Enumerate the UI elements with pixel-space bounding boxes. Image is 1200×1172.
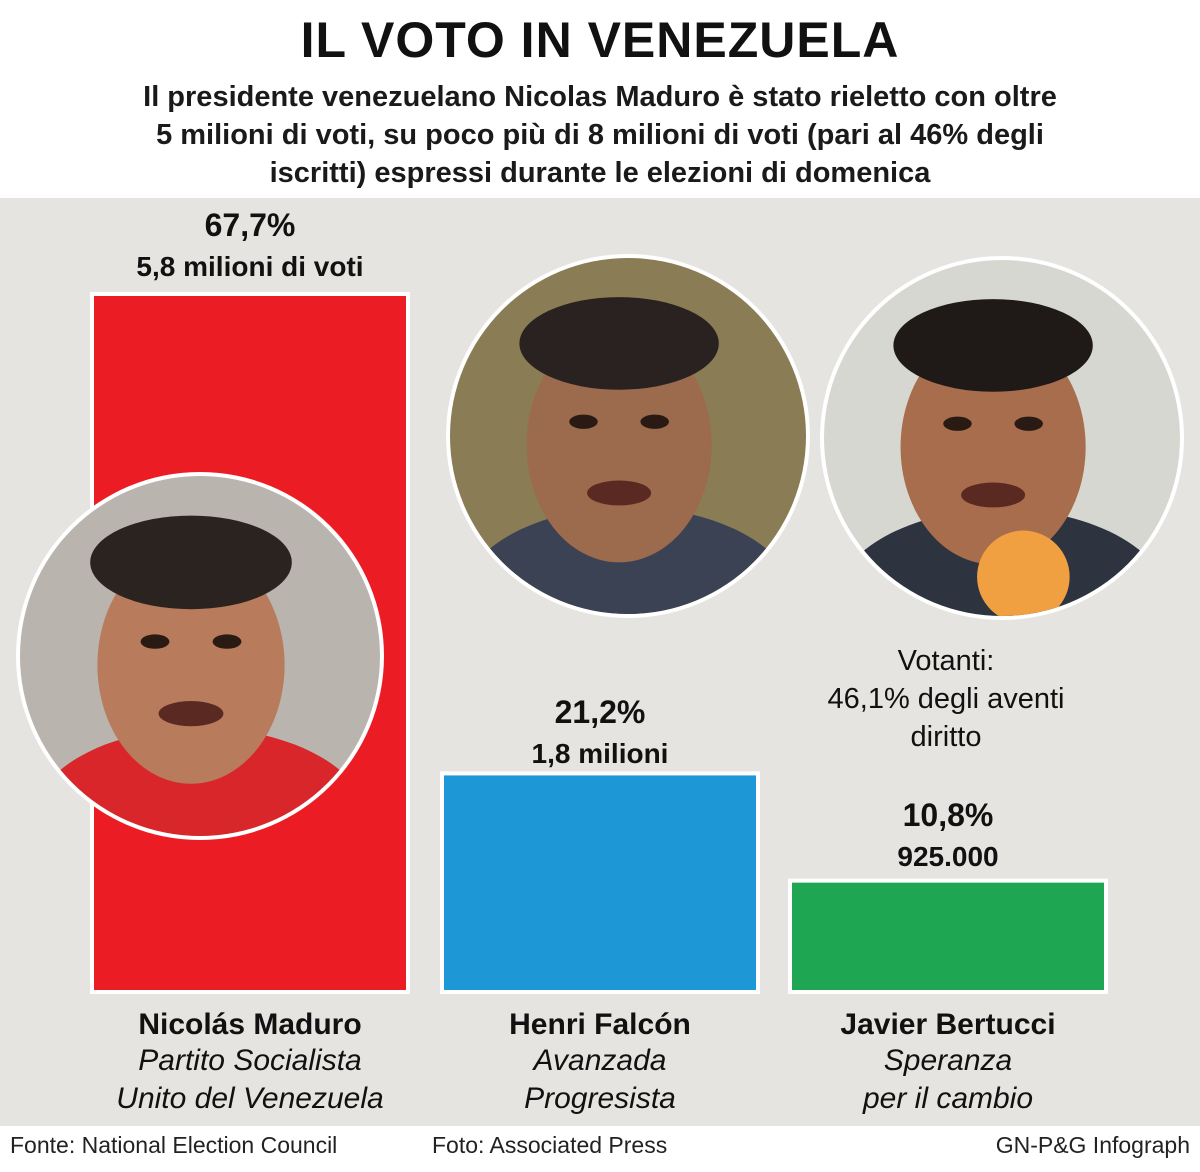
page-subtitle: Il presidente venezuelano Nicolas Maduro… xyxy=(40,78,1160,192)
infograph-credit: GN-P&G Infograph xyxy=(995,1132,1190,1158)
party-label-1-2: Unito del Venezuela xyxy=(116,1082,383,1115)
party-label-1-1: Partito Socialista xyxy=(138,1044,361,1077)
turnout-line-1: Votanti: xyxy=(898,645,995,677)
maduro-portrait-icon xyxy=(16,472,384,840)
bertucci-portrait-icon xyxy=(820,256,1184,620)
votes-label-1: 5,8 milioni di voti xyxy=(136,251,363,282)
party-label-2-1: Avanzada xyxy=(532,1044,667,1077)
falcon-portrait-icon xyxy=(446,254,810,618)
bar-chart: 67,7% 5,8 milioni di voti 21,2% 1,8 milioni… xyxy=(16,207,1184,1115)
party-label-3-2: per il cambio xyxy=(862,1082,1033,1115)
subtitle-line-1: Il presidente venezuelano Nicolas Maduro… xyxy=(143,81,1057,113)
turnout-line-3: diritto xyxy=(911,721,982,753)
subtitle-line-3: iscritti) espressi durante le elezioni d… xyxy=(269,157,931,189)
header: IL VOTO IN VENEZUELA Il presidente venez… xyxy=(0,0,1200,198)
footer: Fonte: National Election Council Foto: A… xyxy=(0,1126,1200,1172)
value-label-2: 21,2% xyxy=(555,694,646,730)
source-note: Fonte: National Election Council xyxy=(10,1132,338,1158)
turnout-line-2: 46,1% degli aventi xyxy=(828,683,1065,715)
value-label-3: 10,8% xyxy=(903,797,994,833)
bar-2 xyxy=(440,771,760,995)
photo-credit: Foto: Associated Press xyxy=(432,1132,668,1158)
subtitle-line-2: 5 milioni di voti, su poco più di 8 mili… xyxy=(156,119,1044,151)
category-label-2: Henri Falcón xyxy=(509,1008,691,1041)
chart-panel: 67,7% 5,8 milioni di voti 21,2% 1,8 milioni… xyxy=(0,198,1200,1126)
bar-3 xyxy=(788,878,1108,994)
votes-label-3: 925.000 xyxy=(897,841,998,872)
party-label-2-2: Progresista xyxy=(524,1082,676,1115)
category-label-3: Javier Bertucci xyxy=(840,1008,1055,1041)
page-title: IL VOTO IN VENEZUELA xyxy=(300,12,900,68)
votes-label-2: 1,8 milioni xyxy=(532,738,669,769)
category-label-1: Nicolás Maduro xyxy=(138,1008,361,1041)
turnout-note: Votanti: 46,1% degli aventi diritto xyxy=(828,645,1065,753)
party-label-3-1: Speranza xyxy=(884,1044,1012,1077)
value-label-1: 67,7% xyxy=(205,207,296,243)
